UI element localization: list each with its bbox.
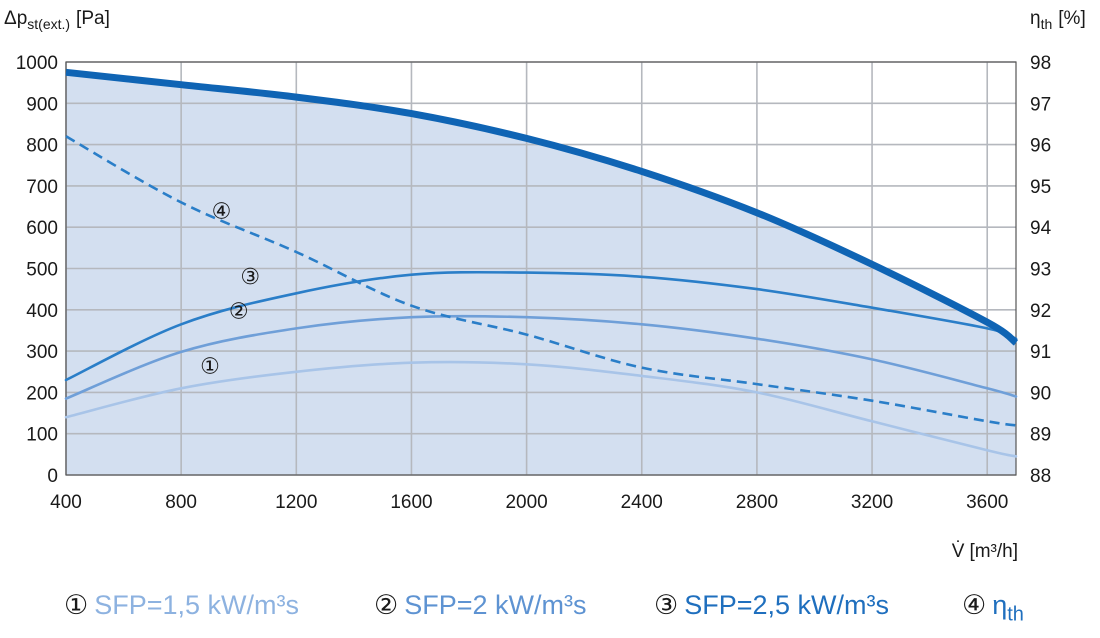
- series-lines: [64, 68, 1019, 458]
- series-line-1: [64, 360, 1018, 458]
- y2-tick-label: 98: [1030, 53, 1051, 74]
- y2-tick-label: 92: [1030, 301, 1051, 322]
- series-line-2: [64, 314, 1018, 400]
- x-tick-label: 400: [50, 492, 82, 513]
- x-tick-label: 3600: [966, 492, 1008, 513]
- x-axis-label: V̇ [m³/h]: [952, 541, 1018, 562]
- curve-labels: ① ② ③ ④: [200, 200, 260, 380]
- y2-axis-label: ηth [%]: [1030, 8, 1086, 32]
- legend-item-4: ④ ηth: [962, 590, 1024, 626]
- x-tick-label: 2400: [621, 492, 663, 513]
- legend-item-2: ② SFP=2 kW/m³s: [374, 590, 586, 621]
- legend-marker-2: ②: [374, 590, 399, 621]
- series-line-3: [64, 270, 1018, 382]
- y-tick-label: 1000: [16, 53, 58, 74]
- x-tick-label: 3200: [851, 492, 893, 513]
- y2-tick-label: 91: [1030, 342, 1051, 363]
- y2-axis-label-unit: [%]: [1058, 8, 1085, 29]
- legend: ① SFP=1,5 kW/m³s ② SFP=2 kW/m³s ③ SFP=2,5 k…: [60, 584, 1100, 634]
- y2-tick-label: 93: [1030, 260, 1051, 281]
- y-tick-label: 400: [26, 301, 58, 322]
- y-tick-label: 300: [26, 342, 58, 363]
- y-axis-label-unit: [Pa]: [76, 8, 110, 29]
- y2-tick-label: 95: [1030, 177, 1051, 198]
- y-axis-label: Δpst(ext.) [Pa]: [4, 8, 110, 32]
- x-tick-label: 1600: [390, 492, 432, 513]
- legend-marker-4: ④: [962, 590, 987, 621]
- y2-tick-label: 96: [1030, 136, 1051, 157]
- y-tick-label: 100: [26, 425, 58, 446]
- x-tick-label: 800: [165, 492, 197, 513]
- curve-label-2: ②: [229, 300, 249, 325]
- series-line-4: [65, 135, 1017, 427]
- x-axis-label-unit: [m³/h]: [969, 541, 1018, 562]
- x-axis-label-main: V̇: [952, 541, 965, 562]
- y2-tick-label: 94: [1030, 218, 1052, 239]
- legend-item-1: ① SFP=1,5 kW/m³s: [64, 590, 299, 621]
- legend-marker-1: ①: [64, 590, 89, 621]
- y-tick-labels: 0 100 200 300 400 500 600 700 800 900 1000: [16, 53, 58, 487]
- x-tick-label: 2000: [505, 492, 547, 513]
- curve-label-4: ④: [212, 200, 232, 225]
- legend-marker-3: ③: [654, 590, 679, 621]
- legend-text-1: SFP=1,5 kW/m³s: [94, 590, 299, 620]
- x-tick-label: 1200: [275, 492, 317, 513]
- legend-text-2: SFP=2 kW/m³s: [404, 590, 587, 620]
- y-tick-label: 700: [26, 177, 58, 198]
- y-tick-label: 600: [26, 218, 58, 239]
- curve-label-1: ①: [200, 355, 220, 380]
- y2-tick-label: 88: [1030, 466, 1051, 487]
- plot-border: [65, 61, 1017, 476]
- x-tick-labels: 400 800 1200 1600 2000 2400 2800 3200 3600: [50, 492, 1008, 513]
- chart: 400 800 1200 1600 2000 2400 2800 3200 3600 0 100 2…: [4, 8, 1086, 562]
- legend-text-3: SFP=2,5 kW/m³s: [684, 590, 889, 620]
- y-tick-label: 900: [26, 94, 58, 115]
- y2-axis-label-main: η: [1030, 8, 1041, 29]
- y2-tick-label: 89: [1030, 425, 1051, 446]
- y-axis-label-main: Δp: [4, 8, 27, 29]
- y2-tick-label: 90: [1030, 383, 1051, 404]
- x-tick-label: 2800: [736, 492, 778, 513]
- y-tick-label: 800: [26, 136, 58, 157]
- curve-label-3: ③: [240, 265, 260, 290]
- y2-axis-label-sub: th: [1041, 16, 1053, 32]
- legend-text-4: η: [992, 590, 1008, 620]
- y-tick-label: 0: [47, 466, 58, 487]
- y-axis-label-sub: st(ext.): [27, 16, 70, 32]
- y2-tick-labels: 88 89 90 91 92 93 94 95 96 97 98: [1030, 53, 1052, 487]
- legend-text-4-sub: th: [1007, 603, 1024, 626]
- y-tick-label: 500: [26, 260, 58, 281]
- legend-item-3: ③ SFP=2,5 kW/m³s: [654, 590, 889, 621]
- y-tick-label: 200: [26, 383, 58, 404]
- envelope-line: [65, 68, 1019, 346]
- y2-tick-label: 97: [1030, 94, 1051, 115]
